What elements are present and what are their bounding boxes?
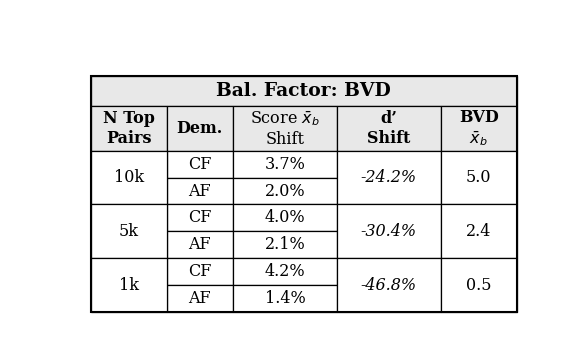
- Bar: [91, 151, 167, 204]
- Text: -46.8%: -46.8%: [361, 277, 417, 294]
- Bar: [233, 151, 337, 177]
- Text: 2.1%: 2.1%: [265, 236, 305, 253]
- Bar: [91, 76, 516, 106]
- Text: CF: CF: [188, 210, 211, 226]
- Text: -24.2%: -24.2%: [361, 169, 417, 186]
- Bar: [167, 231, 233, 258]
- Bar: [337, 204, 441, 258]
- Text: 1.4%: 1.4%: [265, 290, 305, 307]
- Text: 1k: 1k: [119, 277, 139, 294]
- Bar: [233, 231, 337, 258]
- Text: 0.5: 0.5: [466, 277, 492, 294]
- Bar: [441, 106, 516, 151]
- Bar: [233, 258, 337, 285]
- Bar: [337, 151, 441, 204]
- Bar: [91, 76, 516, 312]
- Bar: [167, 204, 233, 231]
- Text: 10k: 10k: [114, 169, 144, 186]
- Bar: [167, 106, 233, 151]
- Text: N Top
Pairs: N Top Pairs: [103, 110, 155, 147]
- Bar: [441, 258, 516, 312]
- Bar: [441, 151, 516, 204]
- Bar: [233, 204, 337, 231]
- Text: 4.0%: 4.0%: [265, 210, 305, 226]
- Bar: [167, 151, 233, 177]
- Text: Score $\bar{x}_b$
Shift: Score $\bar{x}_b$ Shift: [250, 109, 320, 148]
- Bar: [233, 177, 337, 204]
- Text: 5.0: 5.0: [466, 169, 492, 186]
- Text: Bal. Factor: BVD: Bal. Factor: BVD: [217, 82, 391, 100]
- Bar: [337, 106, 441, 151]
- Bar: [167, 285, 233, 312]
- Bar: [233, 106, 337, 151]
- Text: AF: AF: [189, 183, 211, 199]
- Text: d’
Shift: d’ Shift: [367, 110, 411, 147]
- Bar: [167, 258, 233, 285]
- Bar: [233, 285, 337, 312]
- Text: -30.4%: -30.4%: [361, 223, 417, 240]
- Text: 2.4: 2.4: [466, 223, 491, 240]
- Text: CF: CF: [188, 156, 211, 173]
- Text: Dem.: Dem.: [177, 120, 223, 137]
- Text: 5k: 5k: [119, 223, 139, 240]
- Text: 3.7%: 3.7%: [265, 156, 305, 173]
- Bar: [167, 177, 233, 204]
- Bar: [91, 258, 167, 312]
- Text: AF: AF: [189, 236, 211, 253]
- Bar: [91, 106, 167, 151]
- Text: AF: AF: [189, 290, 211, 307]
- Text: CF: CF: [188, 263, 211, 280]
- Bar: [441, 204, 516, 258]
- Bar: [337, 258, 441, 312]
- Text: 2.0%: 2.0%: [265, 183, 305, 199]
- Text: 4.2%: 4.2%: [265, 263, 305, 280]
- Text: BVD
$\bar{x}_b$: BVD $\bar{x}_b$: [459, 109, 499, 148]
- Bar: [91, 204, 167, 258]
